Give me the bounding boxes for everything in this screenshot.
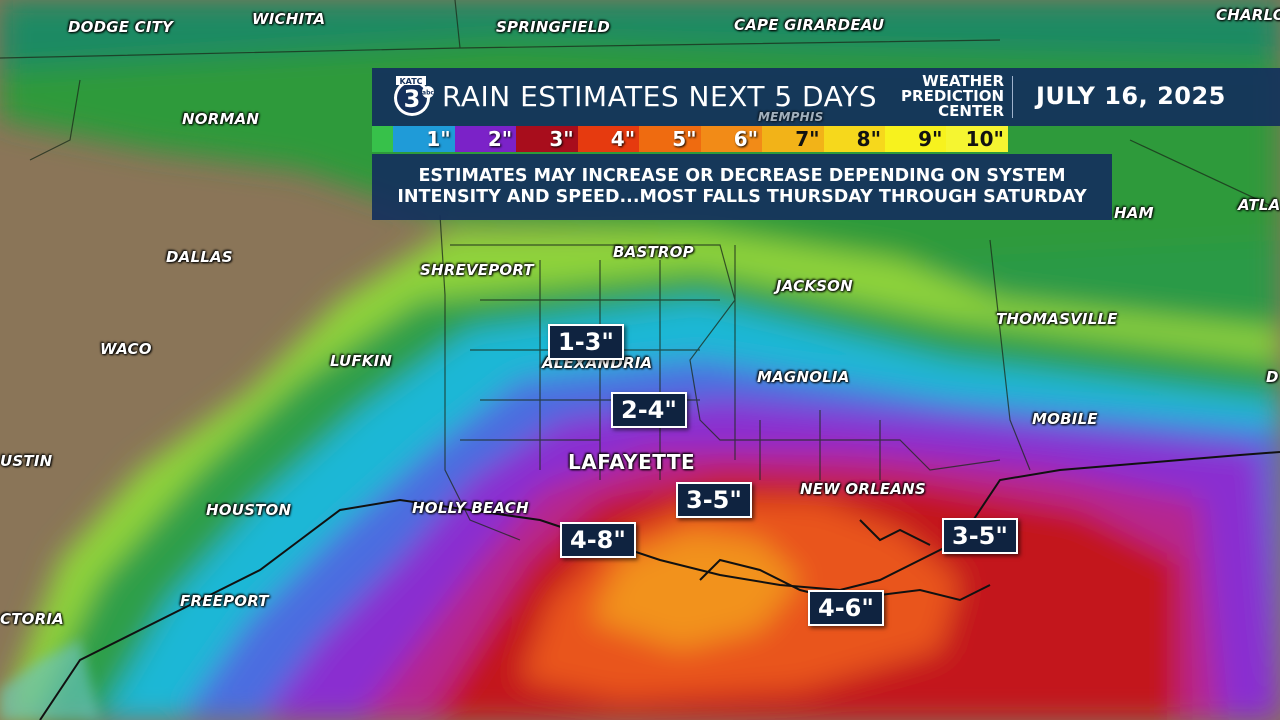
legend-segment: 9" — [885, 126, 947, 152]
estimate-box-gulf: 4-6" — [808, 590, 884, 626]
legend-segment: 2" — [454, 126, 517, 152]
legend-segment: 8" — [823, 126, 885, 152]
city-label-thomasville: THOMASVILLE — [996, 310, 1118, 328]
source-label: WEATHER PREDICTION CENTER — [892, 74, 1004, 119]
rainfall-legend: 1" 2" 3" 4" 5" 6" 7" 8" 9" 10" — [372, 126, 1008, 152]
source-line-2: PREDICTION — [901, 87, 1004, 105]
station-logo-icon: 3 KATC abc — [394, 76, 434, 116]
city-label-springfield: SPRINGFIELD — [496, 18, 611, 36]
city-label-austin: USTIN — [0, 452, 53, 470]
source-line-1: WEATHER — [922, 72, 1004, 90]
city-label-waco: WACO — [100, 340, 152, 358]
legend-segment: 5" — [639, 126, 701, 152]
legend-segment: 1" — [393, 126, 455, 152]
city-label-edge-d: D — [1266, 368, 1279, 386]
svg-text:KATC: KATC — [399, 77, 422, 86]
legend-segment: 3" — [516, 126, 578, 152]
city-label-memphis: MEMPHIS — [758, 110, 824, 124]
legend-segment — [372, 126, 394, 152]
legend-segment: 4" — [577, 126, 640, 152]
estimate-box-south-central: 3-5" — [676, 482, 752, 518]
graphic-title: RAIN ESTIMATES NEXT 5 DAYS — [442, 80, 877, 113]
city-label-freeport: FREEPORT — [180, 592, 269, 610]
city-label-shreveport: SHREVEPORT — [420, 261, 534, 279]
city-label-houston: HOUSTON — [206, 501, 292, 519]
city-label-victoria: CTORIA — [0, 610, 64, 628]
city-label-jackson: JACKSON — [776, 277, 853, 295]
header-divider — [1012, 76, 1013, 118]
estimate-box-southwest: 4-8" — [560, 522, 636, 558]
source-line-3: CENTER — [938, 102, 1004, 120]
city-label-atlanta: ATLA — [1238, 196, 1280, 214]
estimate-box-north: 1-3" — [548, 324, 624, 360]
legend-segment: 6" — [700, 126, 763, 152]
estimate-box-central: 2-4" — [611, 392, 687, 428]
forecast-date: JULY 16, 2025 — [1036, 82, 1226, 110]
legend-segment: 10" — [946, 126, 1008, 152]
title-bar: 3 KATC abc RAIN ESTIMATES NEXT 5 DAYS WE… — [372, 68, 1280, 126]
legend-segment: 7" — [762, 126, 824, 152]
city-label-norman: NORMAN — [182, 110, 260, 128]
city-label-dodge-city: DODGE CITY — [68, 18, 174, 36]
forecast-note: ESTIMATES MAY INCREASE OR DECREASE DEPEN… — [372, 154, 1112, 220]
city-label-holly-beach: HOLLY BEACH — [412, 499, 529, 517]
svg-text:3: 3 — [404, 85, 421, 113]
city-label-charlotte: CHARLO — [1216, 6, 1280, 24]
city-label-lafayette: LAFAYETTE — [568, 450, 696, 474]
city-label-cape-girardeau: CAPE GIRARDEAU — [734, 16, 885, 34]
note-line-1: ESTIMATES MAY INCREASE OR DECREASE DEPEN… — [418, 166, 1066, 186]
svg-text:abc: abc — [422, 90, 434, 97]
city-label-birmingham: HAM — [1114, 204, 1154, 222]
city-label-dallas: DALLAS — [166, 248, 233, 266]
city-label-bastrop: BASTROP — [613, 243, 694, 261]
city-label-new-orleans: NEW ORLEANS — [800, 480, 926, 498]
city-label-mobile: MOBILE — [1032, 410, 1098, 428]
city-label-lufkin: LUFKIN — [330, 352, 393, 370]
city-label-magnolia: MAGNOLIA — [757, 368, 850, 386]
estimate-box-southeast: 3-5" — [942, 518, 1018, 554]
city-label-wichita: WICHITA — [252, 10, 326, 28]
note-line-2: INTENSITY AND SPEED...MOST FALLS THURSDA… — [397, 187, 1087, 207]
